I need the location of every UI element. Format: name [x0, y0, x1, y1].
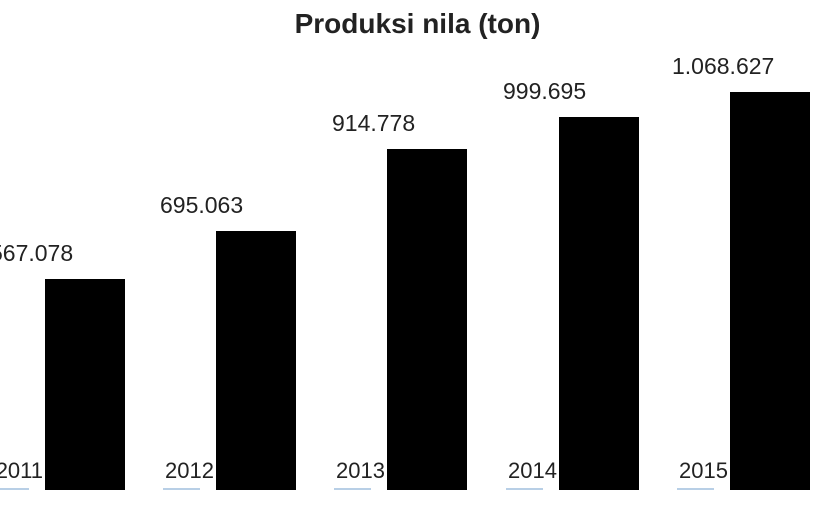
x-axis-label-2013: 2013: [330, 458, 385, 484]
bar-2014: [559, 117, 639, 490]
series1-marker-2014: [506, 488, 543, 490]
x-axis-label-2015: 2015: [673, 458, 728, 484]
value-label-2014: 999.695: [503, 78, 586, 105]
value-label-2015: 1.068.627: [672, 53, 774, 80]
value-label-2013: 914.778: [332, 110, 415, 137]
series1-marker-2013: [334, 488, 371, 490]
bar-2015: [730, 92, 810, 490]
bar-2012: [216, 231, 296, 490]
series1-marker-2015: [677, 488, 714, 490]
x-axis-label-2011: 2011: [0, 458, 43, 484]
chart-title: Produksi nila (ton): [0, 8, 835, 40]
series1-marker-2012: [163, 488, 200, 490]
bar-2011: [45, 279, 125, 490]
x-axis-label-2014: 2014: [502, 458, 557, 484]
bar-2013: [387, 149, 467, 490]
x-axis-label-2012: 2012: [159, 458, 214, 484]
value-label-2011: 567.078: [0, 240, 73, 267]
value-label-2012: 695.063: [160, 192, 243, 219]
series1-marker-2011: [0, 488, 29, 490]
chart-plot-area: 2011 567.078 2012 695.063 2013 914.778 2014 999…: [0, 80, 835, 490]
